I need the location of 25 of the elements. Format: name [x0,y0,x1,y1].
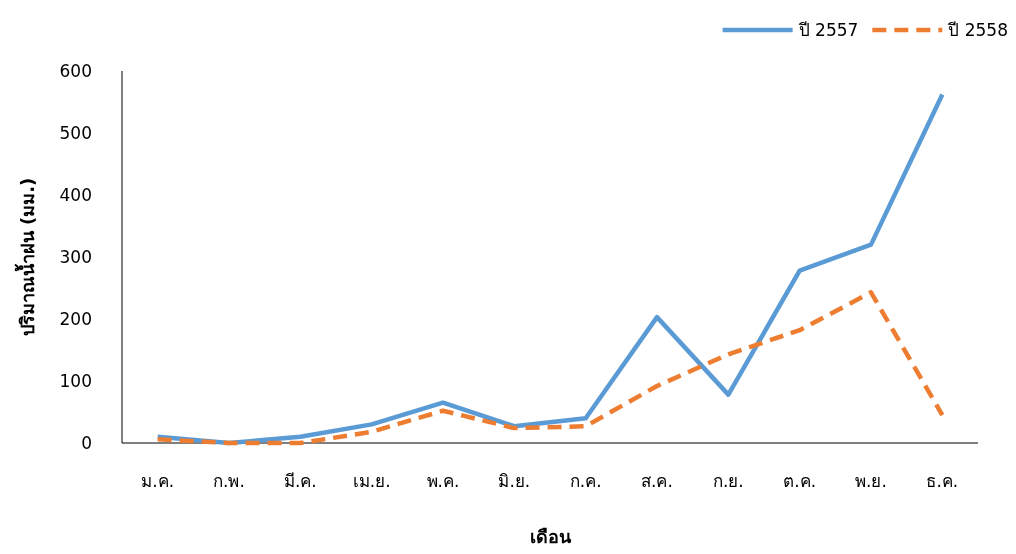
x-tick-label: ก.ค. [569,471,602,491]
x-axis-title: เดือน [529,526,572,547]
line-series [155,92,945,446]
x-tick-label: มิ.ย. [498,471,531,491]
y-tick-label: 200 [59,309,92,329]
y-tick-label: 0 [81,433,92,453]
y-tick-label: 100 [59,371,92,391]
x-tick-label: ก.ย. [712,471,744,491]
x-tick-label: พ.ค. [426,471,460,491]
y-tick-label: 600 [59,61,92,81]
y-tick-label: 300 [59,247,92,267]
x-tick-label: พ.ย. [855,471,887,491]
y-axis-title: ปริมาณน้ำฝน (มม.) [14,177,38,337]
y-tick-label: 400 [59,185,92,205]
x-tick-label: ต.ค. [783,471,817,491]
x-tick-label: เม.ย. [352,471,391,491]
x-tick-label: ก.พ. [213,471,245,491]
line-series [155,290,945,446]
legend-label: ปี 2557 [797,20,859,40]
x-tick-label: ม.ค. [141,471,175,491]
x-tick-label: มี.ค. [283,471,317,491]
legend-label: ปี 2558 [947,20,1008,40]
x-tick-label: ธ.ค. [926,471,959,491]
x-tick-label: ส.ค. [641,471,673,491]
y-tick-label: 500 [59,123,92,143]
